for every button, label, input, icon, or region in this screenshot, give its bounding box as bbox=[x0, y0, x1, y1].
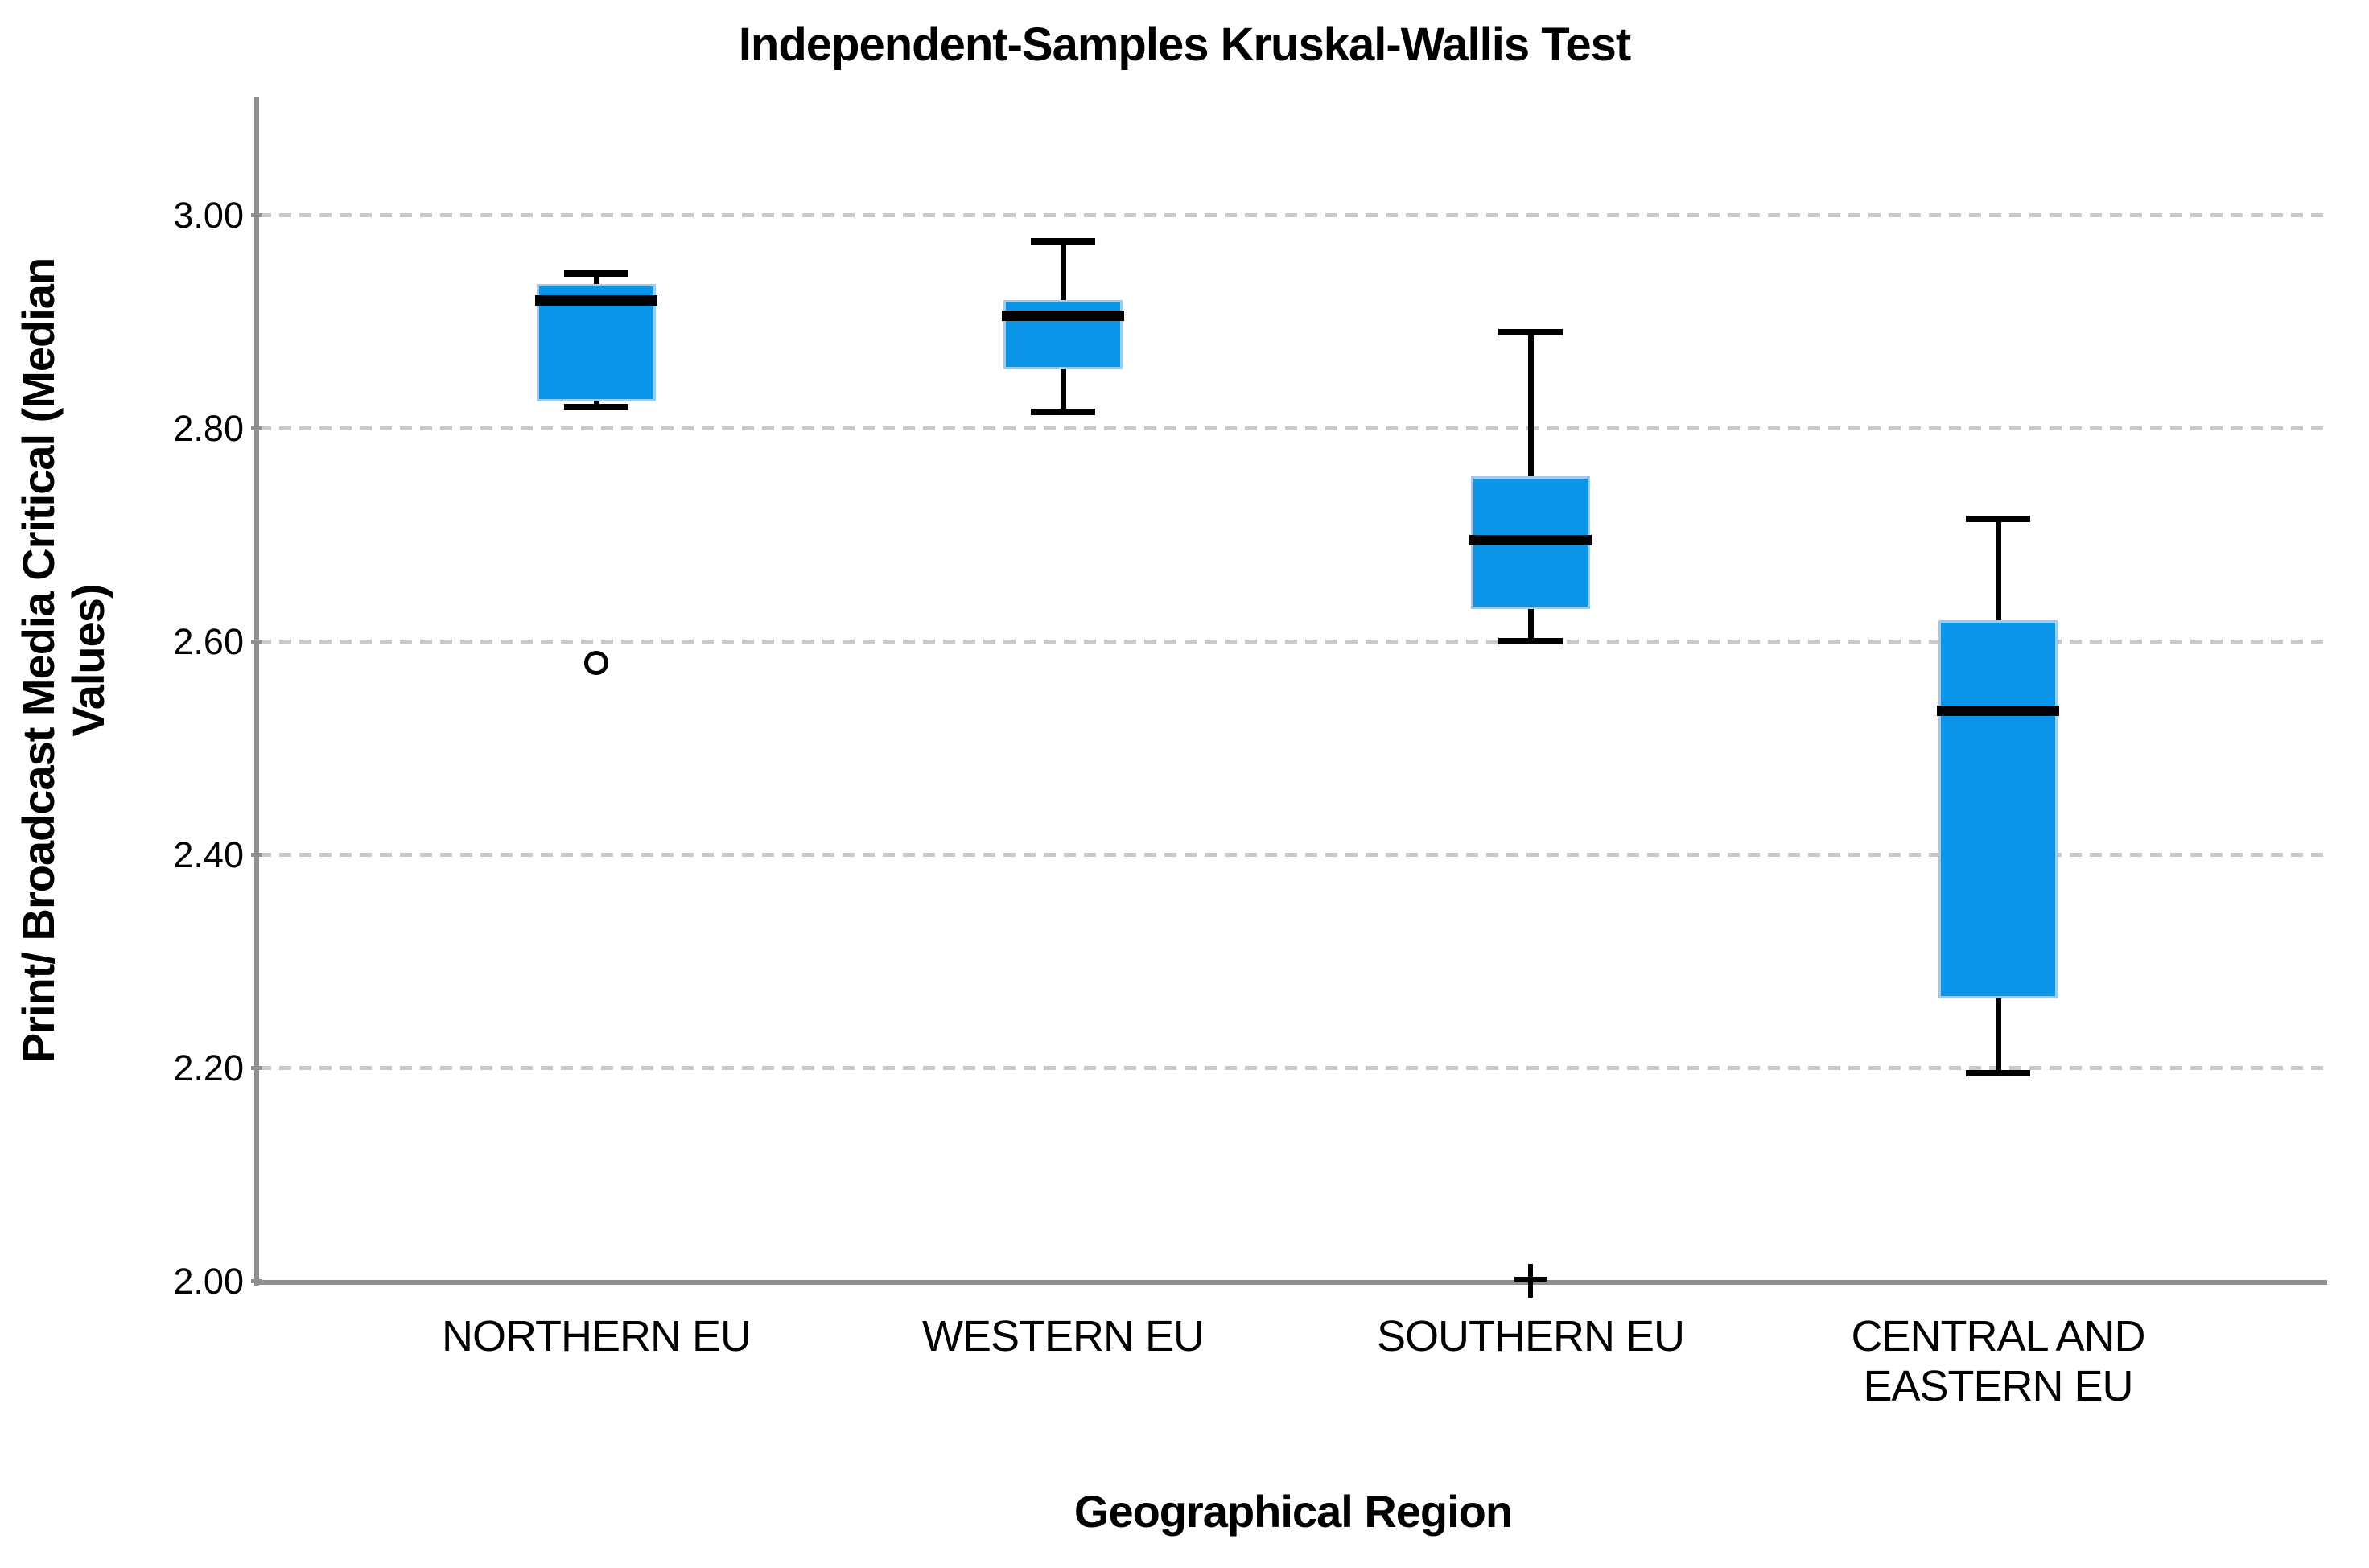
upper-whisker bbox=[1527, 331, 1534, 476]
y-tick-label: 2.40 bbox=[173, 834, 244, 875]
upper-whisker-cap bbox=[564, 270, 628, 277]
lower-whisker-cap bbox=[564, 403, 628, 410]
gridline bbox=[259, 426, 2327, 430]
extreme-outlier-marker bbox=[1514, 1277, 1547, 1282]
y-tick-label: 2.80 bbox=[173, 408, 244, 449]
upper-whisker-cap bbox=[1031, 238, 1095, 245]
y-tick-label: 3.00 bbox=[173, 195, 244, 236]
y-axis-line bbox=[254, 97, 259, 1286]
upper-whisker-cap bbox=[1498, 328, 1563, 335]
outlier-circle-marker bbox=[584, 650, 608, 675]
category-label: NORTHERN EU bbox=[339, 1311, 854, 1361]
category-label-line: EASTERN EU bbox=[1863, 1362, 2133, 1410]
gridline bbox=[259, 853, 2327, 857]
x-axis-line bbox=[254, 1280, 2327, 1285]
lower-whisker bbox=[1527, 609, 1534, 641]
category-label-line: SOUTHERN EU bbox=[1376, 1312, 1685, 1360]
upper-whisker bbox=[593, 273, 599, 285]
upper-whisker bbox=[1995, 518, 2001, 620]
gridline bbox=[259, 640, 2327, 644]
category-label-line: WESTERN EU bbox=[921, 1312, 1205, 1360]
boxplot-box bbox=[1938, 619, 2058, 998]
lower-whisker bbox=[1995, 998, 2001, 1073]
upper-whisker bbox=[1060, 241, 1066, 300]
median-line bbox=[1002, 311, 1124, 322]
category-label: CENTRAL AND EASTERN EU bbox=[1741, 1311, 2256, 1411]
lower-whisker-cap bbox=[1031, 409, 1095, 416]
x-axis-title: Geographical Region bbox=[1073, 1486, 1513, 1537]
gridline bbox=[259, 1066, 2327, 1070]
median-line bbox=[1937, 705, 2059, 716]
category-label-line: NORTHERN EU bbox=[441, 1312, 752, 1360]
lower-whisker bbox=[1060, 369, 1066, 413]
lower-whisker-cap bbox=[1498, 638, 1563, 644]
category-label: WESTERN EU bbox=[805, 1311, 1320, 1361]
upper-whisker-cap bbox=[1966, 515, 2030, 522]
median-line bbox=[535, 294, 657, 306]
category-label: SOUTHERN EU bbox=[1273, 1311, 1788, 1361]
y-tick-label: 2.00 bbox=[173, 1261, 244, 1302]
chart-title: Independent-Samples Kruskal-Wallis Test bbox=[738, 19, 1631, 71]
lower-whisker-cap bbox=[1966, 1069, 2030, 1076]
y-tick-label: 2.60 bbox=[173, 621, 244, 662]
median-line bbox=[1469, 534, 1592, 545]
y-tick-label: 2.20 bbox=[173, 1047, 244, 1089]
category-label-line: CENTRAL AND bbox=[1851, 1312, 2145, 1360]
gridline bbox=[259, 213, 2327, 217]
